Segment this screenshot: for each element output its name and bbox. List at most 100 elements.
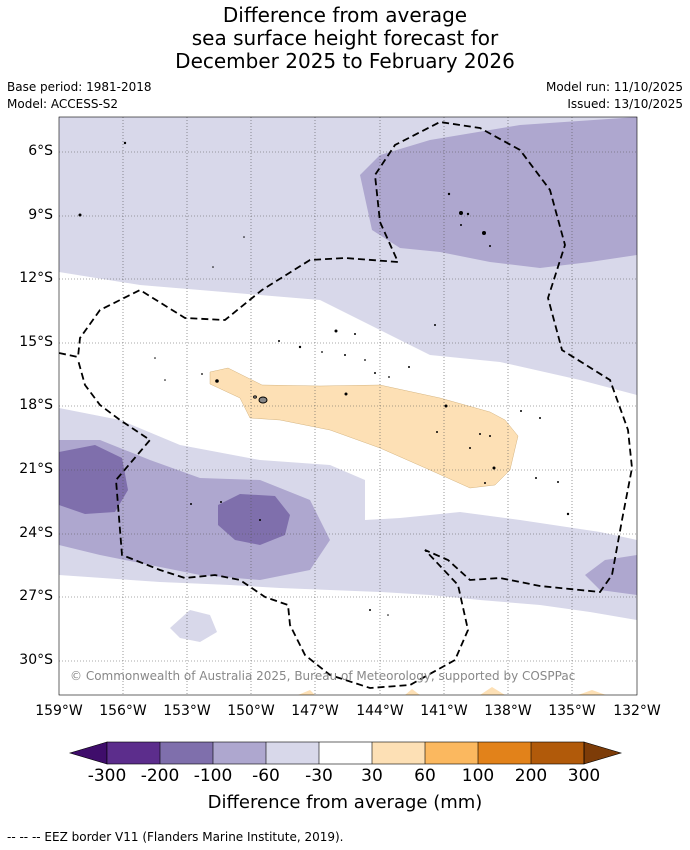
copyright-credit: © Commonwealth of Australia 2025, Bureau…: [70, 669, 576, 683]
island: [278, 340, 280, 342]
colorbar-label: Difference from average (mm): [207, 792, 483, 813]
anomaly-positive-band: [209, 367, 519, 489]
anomaly-positive-south-1: [298, 690, 315, 695]
colorbar-tick: -30: [305, 766, 333, 786]
island: [201, 373, 203, 375]
lon-label: 150°W: [227, 703, 275, 719]
eez-border-french-polynesia: [59, 121, 633, 689]
island: [489, 245, 491, 247]
island: [466, 212, 470, 216]
lon-label: 159°W: [35, 703, 83, 719]
colorbar-bin: [213, 742, 266, 764]
lon-label: 132°W: [613, 703, 661, 719]
island: [434, 324, 436, 326]
island: [215, 379, 219, 383]
colorbar-tick: 60: [414, 766, 436, 786]
colorbar-bin: [531, 742, 584, 764]
island-moorea: [253, 395, 257, 399]
island: [469, 447, 471, 449]
island: [539, 417, 541, 419]
island: [444, 404, 448, 408]
lat-label: 9°S: [28, 207, 53, 223]
island: [459, 211, 463, 215]
model-run: Model run: 11/10/2025: [545, 80, 683, 94]
colorbar-bin: [266, 742, 319, 764]
island: [436, 431, 438, 433]
colorbar-tick: -60: [252, 766, 280, 786]
island: [520, 410, 522, 412]
island: [190, 503, 192, 505]
colorbar-extend-high: [583, 741, 623, 765]
lon-label: 144°W: [356, 703, 404, 719]
island: [344, 392, 348, 396]
island: [447, 192, 451, 196]
island: [557, 481, 559, 483]
island: [344, 354, 346, 356]
colorbar-tick: -300: [87, 766, 127, 786]
title-line-1: Difference from average: [222, 3, 468, 27]
island-tahiti: [258, 396, 268, 404]
island: [484, 482, 486, 484]
colorbar-tick: 30: [361, 766, 383, 786]
lat-label: 21°S: [19, 461, 53, 477]
colorbar-bin: [107, 742, 160, 764]
island: [388, 376, 390, 378]
colorbar-outline: [106, 741, 585, 765]
island: [78, 213, 82, 217]
lat-label: 15°S: [19, 334, 53, 350]
island: [492, 466, 496, 470]
colorbar: [68, 741, 623, 765]
colorbar-bin: [372, 742, 425, 764]
colorbar-bin: [160, 742, 213, 764]
islands: [78, 141, 570, 616]
map-title: Difference from average sea surface heig…: [0, 4, 690, 73]
colorbar-bin: [478, 742, 531, 764]
lat-label: 27°S: [19, 588, 53, 604]
island: [212, 266, 214, 268]
island: [220, 501, 222, 503]
anomaly-positive-south-3: [480, 687, 505, 695]
colorbar-tick: 100: [461, 766, 495, 786]
island: [123, 141, 127, 145]
colorbar-extend-low: [68, 741, 108, 765]
anomaly-west-dark: [59, 445, 128, 514]
lat-label: 6°S: [28, 143, 53, 159]
island: [369, 609, 371, 611]
island: [408, 366, 410, 368]
colorbar-tick: 200: [514, 766, 548, 786]
lat-label: 18°S: [19, 397, 53, 413]
map-frame: [58, 116, 638, 696]
title-line-3: December 2025 to February 2026: [175, 49, 515, 73]
island: [364, 359, 366, 361]
map-area: [59, 117, 637, 695]
lat-label: 24°S: [19, 525, 53, 541]
meta-right: Model run: 11/10/2025 Issued: 13/10/2025: [546, 79, 683, 113]
anomaly-south-medium: [59, 440, 330, 580]
lon-label: 153°W: [163, 703, 211, 719]
anomaly-central-dark: [218, 494, 290, 545]
island: [482, 231, 486, 235]
colorbar-tick: -100: [193, 766, 233, 786]
island: [154, 357, 156, 359]
colorbar-bin: [319, 742, 372, 764]
island: [243, 236, 245, 238]
island: [460, 224, 462, 226]
island: [535, 477, 537, 479]
lon-label: 156°W: [99, 703, 147, 719]
lat-label: 30°S: [19, 652, 53, 668]
title-line-2: sea surface height forecast for: [191, 26, 499, 50]
anomaly-positive-south-4: [578, 690, 606, 695]
island: [164, 379, 166, 381]
lat-label: 12°S: [19, 270, 53, 286]
issued-date: Issued: 13/10/2025: [567, 97, 683, 111]
meta-left: Base period: 1981-2018 Model: ACCESS-S2: [7, 79, 152, 113]
graticule: [59, 117, 637, 695]
lon-label: 138°W: [484, 703, 532, 719]
lon-label: 135°W: [548, 703, 596, 719]
island: [298, 345, 302, 349]
model-name: Model: ACCESS-S2: [7, 97, 119, 111]
island: [374, 372, 376, 374]
colorbar-tick: -200: [140, 766, 180, 786]
island: [387, 614, 389, 616]
